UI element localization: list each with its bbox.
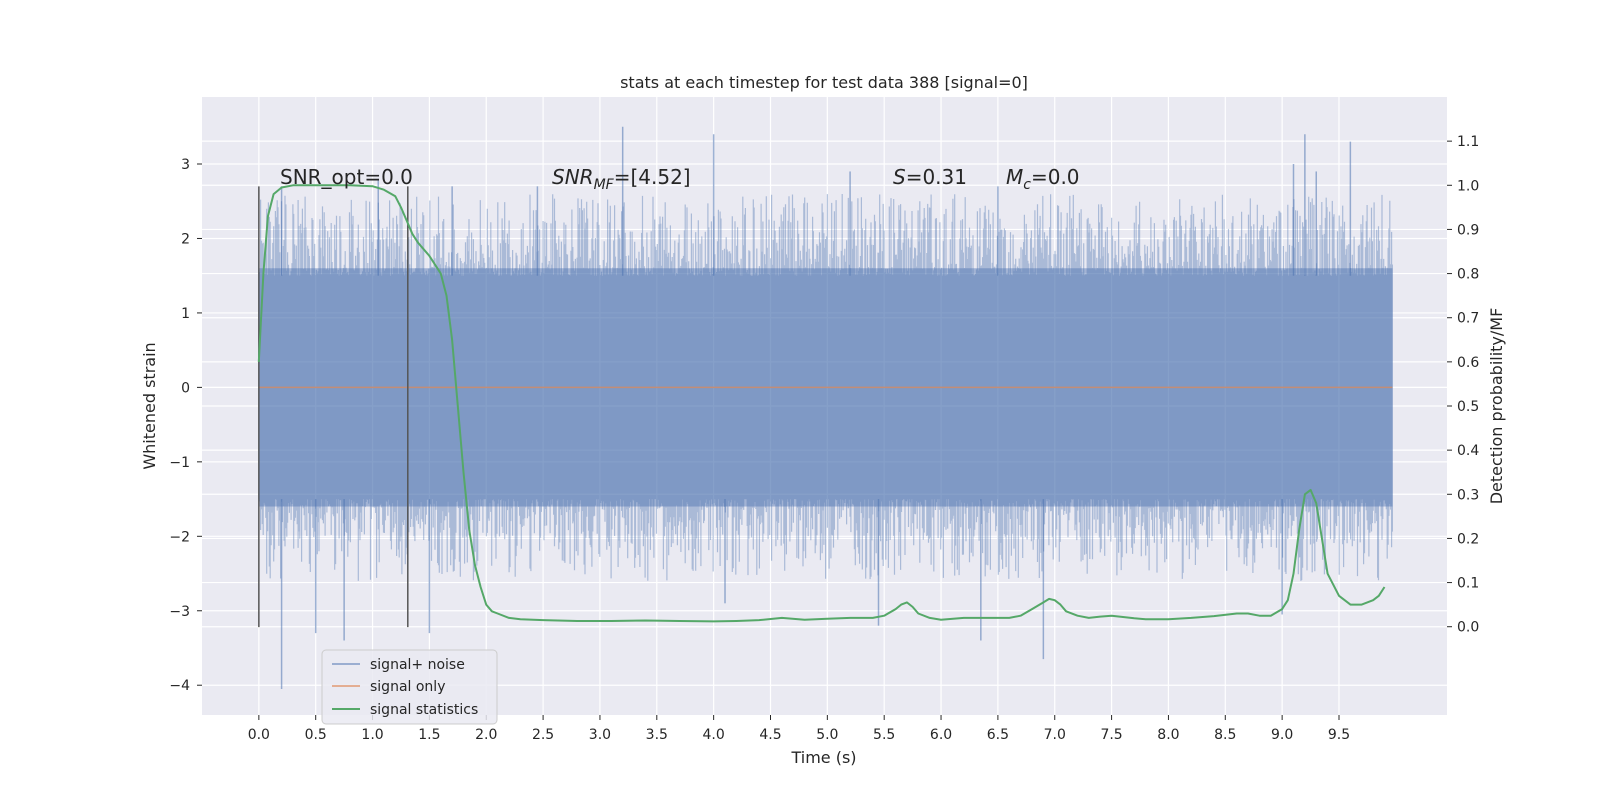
x-tick-label: 1.0 (361, 727, 383, 743)
statistics-series (257, 184, 1386, 623)
x-tick-label: 4.5 (759, 727, 781, 743)
x-tick-label: 0.5 (305, 727, 327, 743)
x-tick-label: 1.5 (418, 727, 440, 743)
x-tick-label: 9.5 (1328, 727, 1350, 743)
legend-label-noise: signal+ noise (370, 657, 465, 673)
y-tick-label: 3 (181, 157, 190, 173)
legend: signal+ noise signal only signal statist… (321, 649, 498, 725)
x-tick-label: 6.5 (987, 727, 1009, 743)
y2-tick-label: 0.6 (1457, 355, 1479, 371)
y2-tick-label: 0.2 (1457, 531, 1479, 547)
y2-tick-label: 0.3 (1457, 487, 1479, 503)
x-tick-label: 8.0 (1157, 727, 1179, 743)
annotation-snr-mf: SNRMF=[4.52] (552, 165, 691, 193)
x-tick-label: 7.0 (1044, 727, 1066, 743)
y2-tick-label: 0.7 (1457, 311, 1479, 327)
x-tick-label: 4.0 (703, 727, 725, 743)
y-tick-label: −4 (169, 678, 190, 694)
y-tick-label: −3 (169, 604, 190, 620)
x-tick-label: 7.5 (1100, 727, 1122, 743)
legend-label-signal: signal only (370, 679, 445, 695)
y2-tick-label: 1.1 (1457, 134, 1479, 150)
x-tick-label: 3.0 (589, 727, 611, 743)
x-tick-label: 2.0 (475, 727, 497, 743)
y2-tick-label: 0.9 (1457, 222, 1479, 238)
legend-box (321, 649, 498, 725)
legend-label-statistics: signal statistics (370, 702, 478, 718)
y-tick-label: −1 (169, 455, 190, 471)
x-tick-label: 8.5 (1214, 727, 1236, 743)
x-tick-label: 2.5 (532, 727, 554, 743)
y2-tick-label: 0.4 (1457, 443, 1479, 459)
x-tick-label: 9.0 (1271, 727, 1293, 743)
y-tick-label: −2 (169, 529, 190, 545)
y2-tick-label: 0.1 (1457, 576, 1479, 592)
marker-lines (258, 186, 409, 628)
annotation-snr-opt: SNR_opt=0.0 (280, 165, 413, 189)
y-axis-label: Whitened strain (140, 342, 159, 469)
tick-labels: 0.0 0.5 1.0 1.5 2.0 2.5 3.0 3.5 4.0 4.5 5.0 5.5 6.0 6… (169, 134, 1479, 743)
x-tick-label: 6.0 (930, 727, 952, 743)
y-tick-label: 0 (181, 380, 190, 396)
y-tick-label: 2 (181, 231, 190, 247)
annotation-s: S=0.31 (893, 165, 967, 189)
y2-axis-label: Detection probability/MF (1487, 308, 1506, 505)
y-tick-label: 1 (181, 306, 190, 322)
x-tick-label: 5.0 (816, 727, 838, 743)
x-tick-label: 0.0 (248, 727, 270, 743)
y2-tick-label: 0.8 (1457, 267, 1479, 283)
statistics-line (257, 184, 1386, 623)
y2-tick-label: 1.0 (1457, 178, 1479, 194)
x-tick-label: 3.5 (646, 727, 668, 743)
y2-tick-label: 0.5 (1457, 399, 1479, 415)
annotation-mc: Mc=0.0 (1006, 165, 1080, 193)
x-tick-label: 5.5 (873, 727, 895, 743)
chart-title: stats at each timestep for test data 388… (620, 73, 1028, 92)
y2-tick-label: 0.0 (1457, 620, 1479, 636)
x-axis-label: Time (s) (790, 748, 856, 767)
